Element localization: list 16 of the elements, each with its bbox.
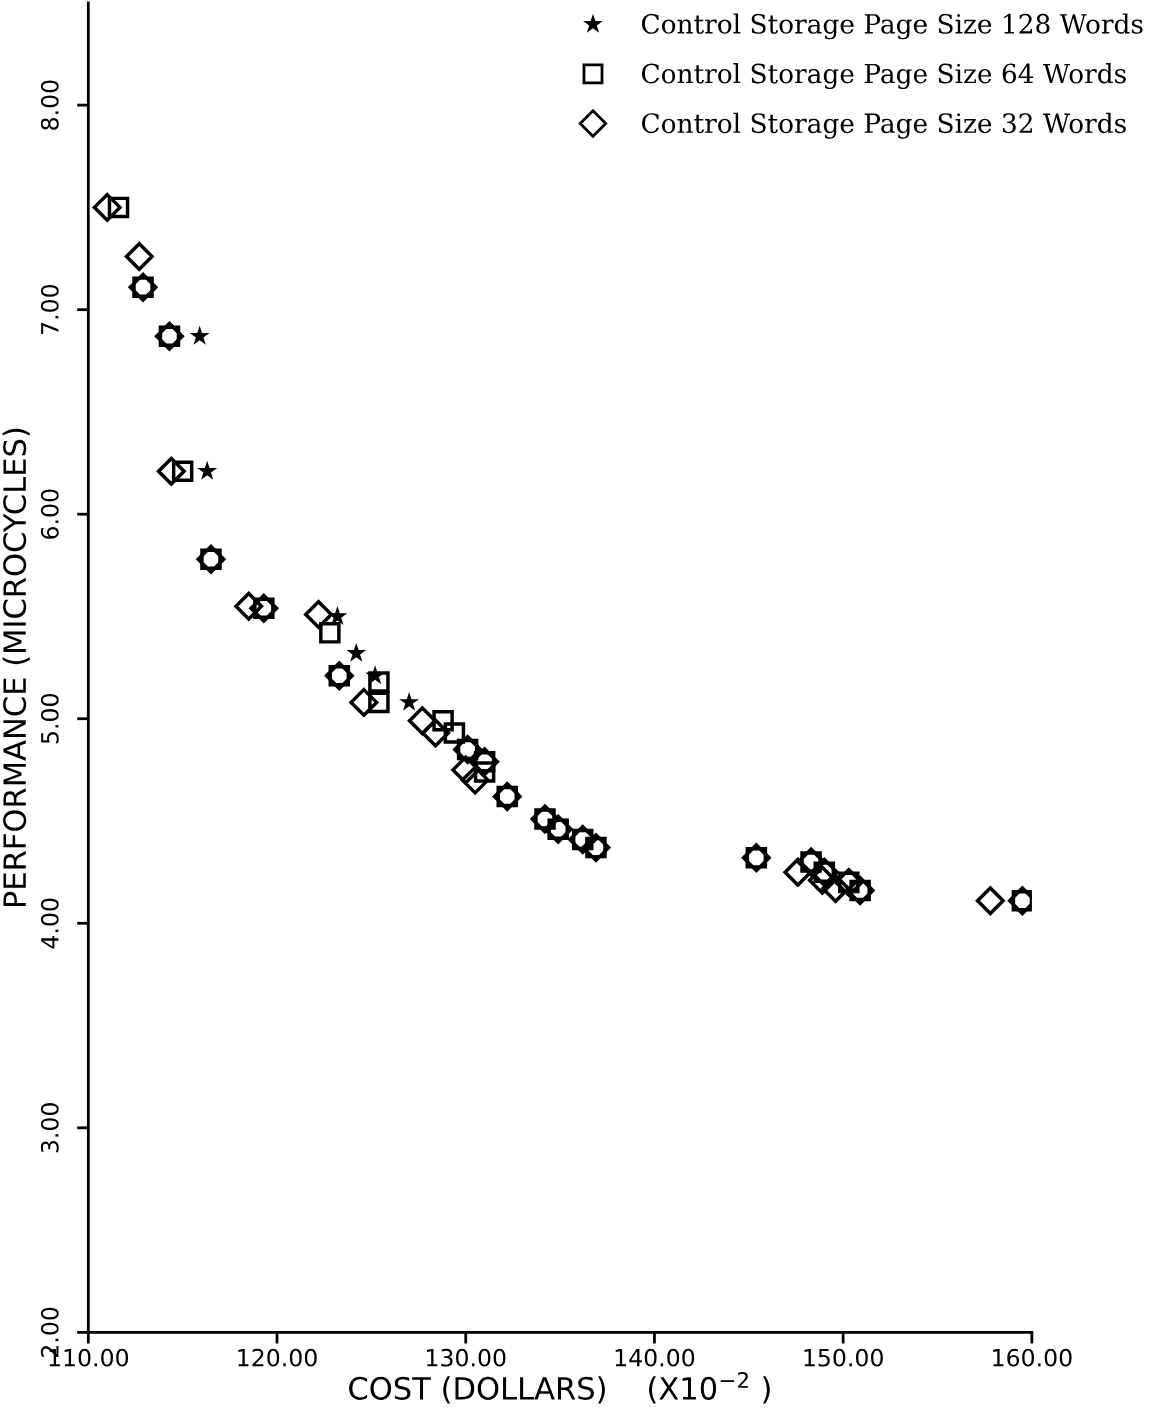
y-axis-title: PERFORMANCE (MICROCYCLES) bbox=[2, 428, 30, 907]
x-tick-label: 150.00 bbox=[804, 1348, 883, 1367]
y-tick-label: 7.00 bbox=[40, 284, 59, 335]
y-tick-label: 3.00 bbox=[40, 1103, 59, 1153]
y-tick-label: 6.00 bbox=[40, 489, 59, 539]
x-tick-label: 160.00 bbox=[993, 1348, 1072, 1367]
legend-label: Control Storage Page Size 128 Words bbox=[641, 13, 1143, 40]
legend-label: Control Storage Page Size 64 Words bbox=[641, 63, 1126, 89]
y-tick-label: 5.00 bbox=[40, 694, 59, 744]
x-axis-title: COST (DOLLARS) (X10$^{−2}$ ) bbox=[349, 1371, 770, 1404]
y-tick-label: 8.00 bbox=[40, 80, 59, 130]
x-tick-label: 120.00 bbox=[238, 1348, 317, 1367]
x-tick-label: 130.00 bbox=[427, 1348, 506, 1367]
y-tick-label: 4.00 bbox=[40, 898, 59, 949]
x-tick-label: 140.00 bbox=[615, 1348, 695, 1367]
legend-label: Control Storage Page Size 32 Words bbox=[641, 112, 1126, 139]
